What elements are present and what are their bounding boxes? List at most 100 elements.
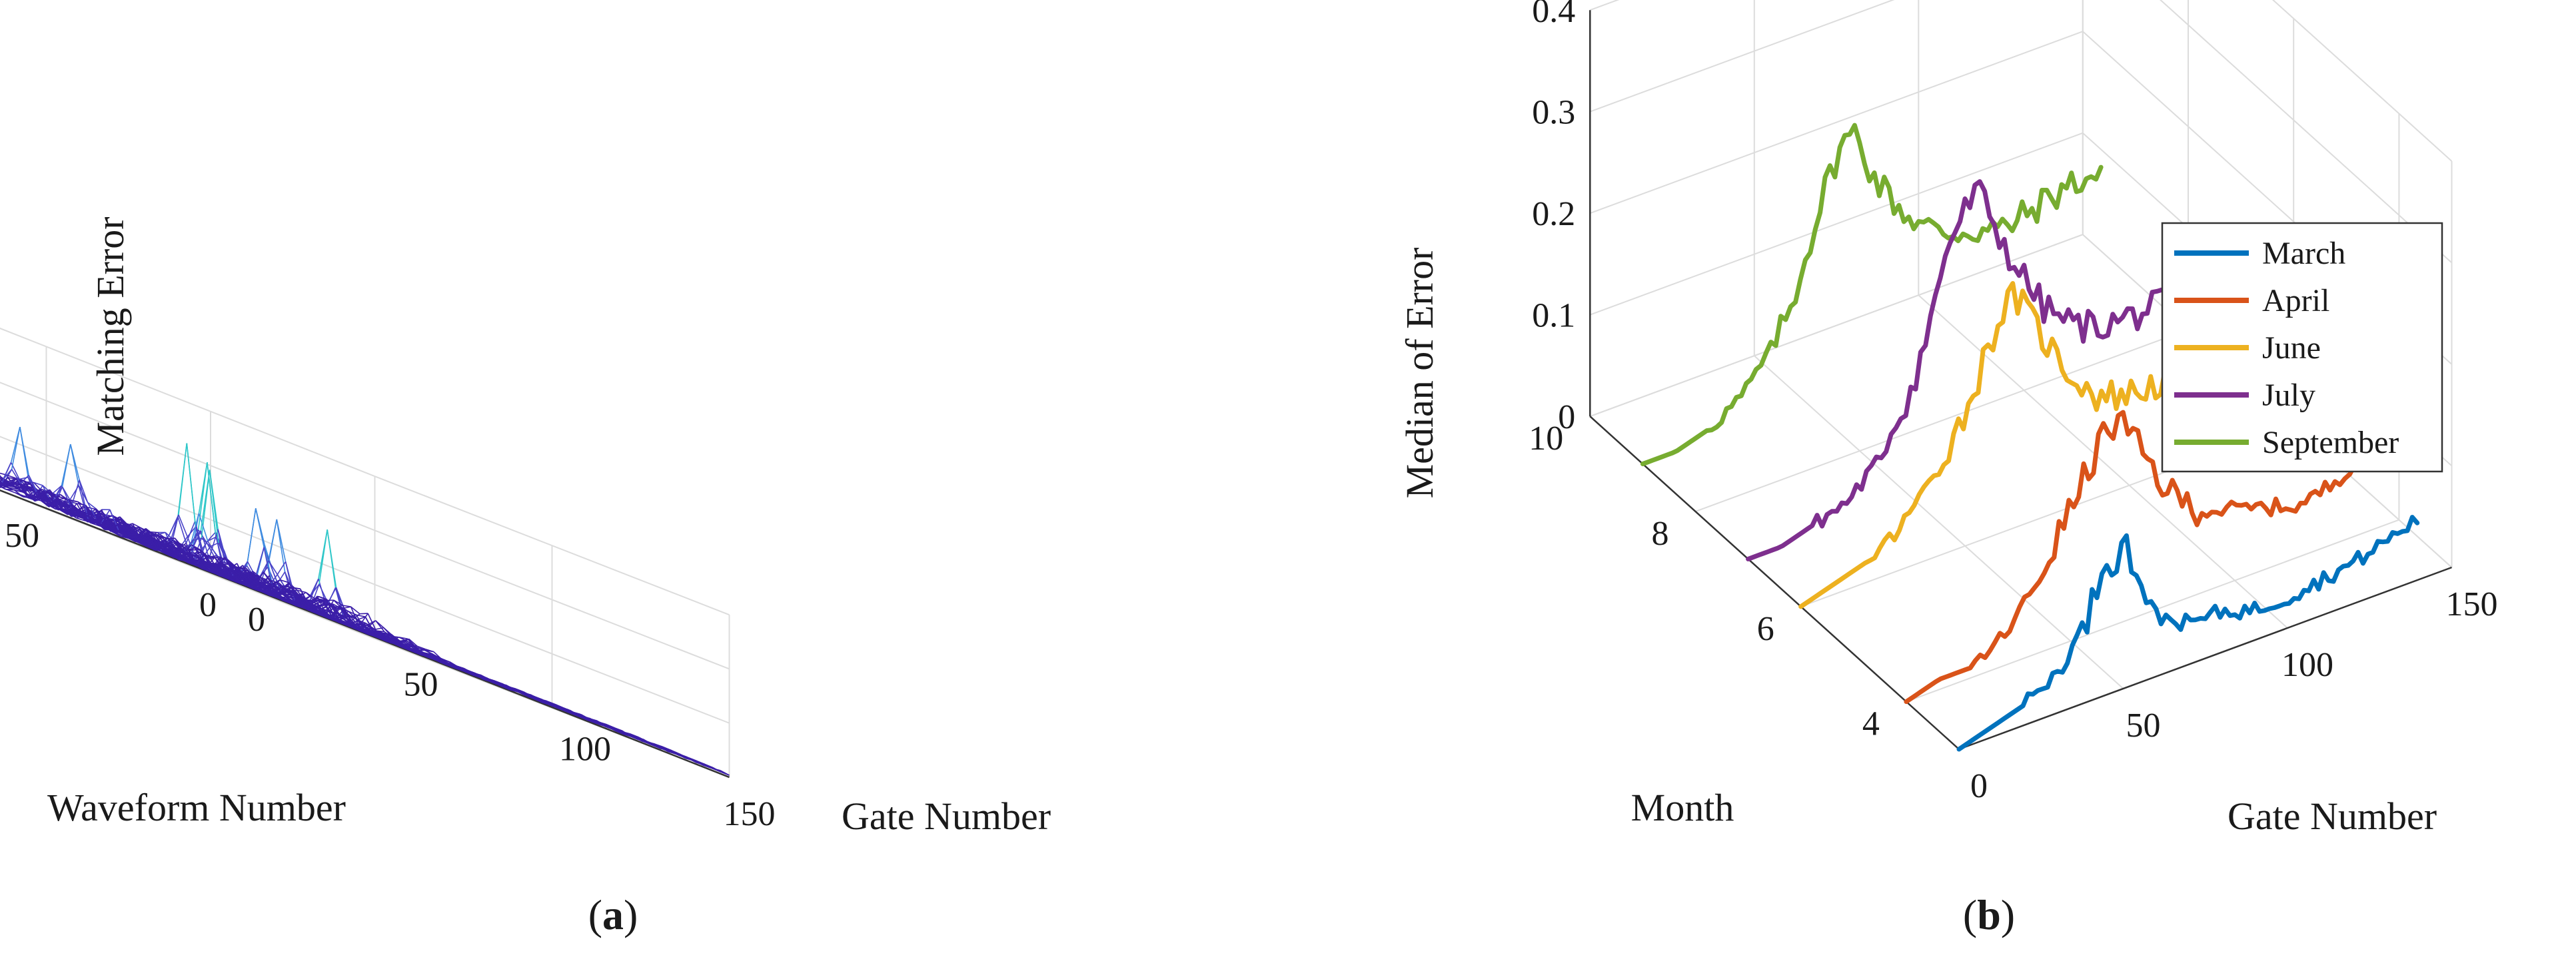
surface-mesh-line	[342, 605, 352, 621]
surface-mesh-line	[119, 522, 129, 525]
surface-mesh-line	[77, 511, 87, 521]
surface-mesh-line	[94, 517, 104, 523]
surface-mesh-line	[241, 573, 251, 581]
surface-mesh-line	[283, 593, 293, 596]
surface-mesh-line	[580, 715, 590, 720]
surface-mesh-line	[10, 426, 21, 463]
surface-mesh-line	[307, 607, 317, 613]
surface-mesh-line	[457, 667, 467, 672]
grid-line	[1918, 294, 2288, 629]
surface-mesh-line	[217, 569, 227, 571]
surface-mesh-line	[126, 532, 137, 543]
surface-mesh-line	[293, 595, 302, 598]
surface-mesh-line	[155, 543, 165, 548]
surface-mesh-line	[191, 544, 201, 551]
surface-mesh-line	[268, 560, 278, 575]
surface-mesh-line	[129, 529, 140, 541]
surface-mesh-line	[119, 523, 130, 535]
surface-mesh-line	[165, 531, 175, 541]
surface-mesh-line	[49, 505, 59, 509]
surface-mesh-line	[52, 485, 63, 494]
surface-mesh-line	[181, 554, 192, 563]
surface-mesh-line	[191, 559, 201, 564]
surface-mesh-line	[630, 733, 640, 741]
surface-mesh-line	[564, 709, 574, 715]
surface-mesh-line	[58, 507, 68, 513]
surface-mesh-line	[482, 676, 492, 681]
surface-mesh-line	[8, 477, 18, 482]
surface-mesh-line	[41, 493, 51, 506]
surface-mesh-line	[236, 563, 247, 582]
surface-mesh-line	[523, 693, 532, 697]
surface-mesh-line	[186, 443, 197, 527]
surface-mesh-line	[416, 645, 426, 650]
surface-mesh-line	[207, 462, 217, 537]
surface-mesh-line	[12, 482, 22, 489]
surface-mesh-line	[179, 549, 189, 555]
surface-mesh-line	[1, 477, 11, 487]
surface-mesh-line	[0, 482, 3, 484]
surface-mesh-line	[48, 491, 58, 499]
grid-line	[1589, 234, 2084, 418]
surface-mesh-line	[423, 652, 433, 655]
surface-mesh-line	[187, 526, 197, 537]
surface-mesh-line	[87, 501, 97, 519]
surface-mesh-line	[75, 514, 85, 517]
surface-mesh-line	[342, 606, 351, 609]
surface-mesh-line	[262, 591, 272, 595]
surface-mesh-line	[259, 560, 269, 577]
surface-mesh-line	[253, 586, 263, 593]
surface-mesh-line	[237, 567, 247, 569]
surface-mesh-line	[83, 513, 93, 519]
surface-mesh-line	[218, 571, 227, 575]
surface-mesh-line	[33, 482, 43, 486]
y-axis-line	[0, 489, 237, 584]
x-tick-label: 0	[248, 601, 265, 639]
surface-mesh-line	[539, 699, 549, 703]
surface-mesh-line	[279, 579, 289, 583]
surface-mesh-line	[358, 620, 368, 629]
surface-mesh-line	[364, 629, 374, 633]
surface-mesh-line	[306, 604, 316, 607]
surface-mesh-line	[0, 482, 4, 484]
surface-mesh-line	[373, 631, 382, 633]
surface-mesh-line	[408, 638, 418, 647]
surface-mesh-line	[267, 581, 277, 587]
series-line-july	[1746, 179, 2209, 561]
surface-mesh-line	[364, 628, 373, 632]
surface-mesh-line	[257, 575, 267, 580]
surface-mesh-line	[2, 469, 13, 481]
grid-line	[374, 529, 730, 670]
surface-mesh-line	[587, 717, 597, 721]
surface-mesh-line	[208, 554, 219, 570]
surface-mesh-line	[348, 614, 358, 625]
surface-mesh-line	[198, 513, 209, 541]
surface-mesh-line	[309, 595, 319, 605]
surface-mesh-line	[301, 595, 311, 607]
surface-mesh-line	[51, 493, 61, 504]
y-tick-label: 8	[1652, 515, 1669, 553]
surface-mesh-line	[87, 501, 97, 509]
surface-mesh-line	[234, 571, 244, 578]
surface-mesh-line	[177, 516, 187, 543]
surface-mesh-line	[0, 478, 3, 481]
surface-mesh-line	[260, 575, 270, 586]
surface-mesh-line	[112, 528, 122, 532]
surface-mesh-line	[210, 542, 219, 547]
surface-mesh-line	[313, 605, 322, 608]
surface-mesh-line	[123, 523, 133, 529]
surface-mesh-line	[309, 583, 320, 597]
grid-line	[1589, 0, 1620, 11]
surface-mesh-line	[140, 527, 151, 537]
panel-a-grid	[0, 327, 730, 779]
surface-mesh-line	[233, 572, 243, 578]
surface-mesh-line	[127, 533, 137, 536]
surface-mesh-line	[374, 627, 384, 630]
y-axis-line	[1589, 416, 1960, 750]
surface-mesh-line	[138, 527, 148, 537]
surface-mesh-line	[399, 643, 408, 645]
surface-mesh-line	[280, 583, 290, 591]
z-tick-label: 0.2	[1532, 195, 1575, 233]
surface-mesh-line	[44, 496, 54, 501]
